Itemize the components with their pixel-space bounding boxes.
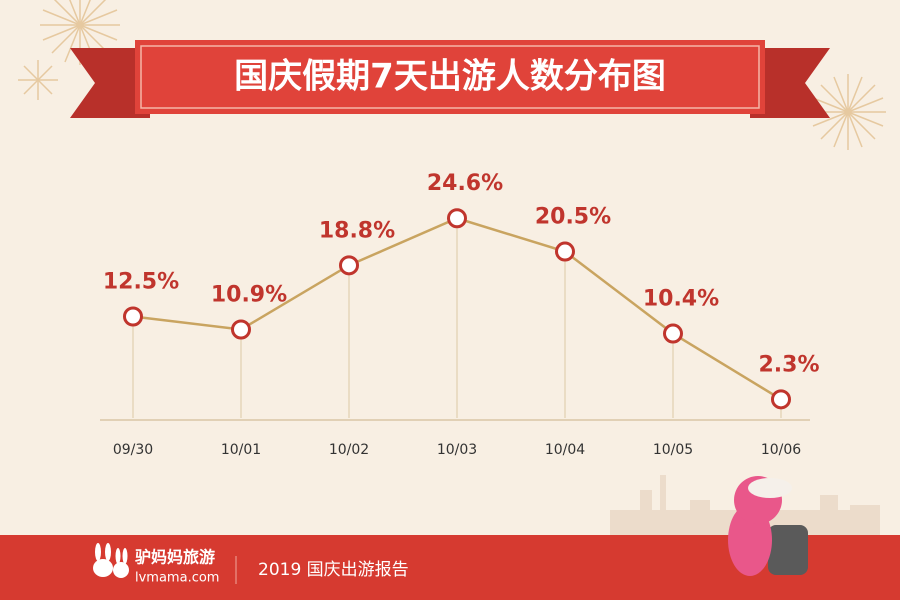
marker [231, 319, 251, 340]
marker [123, 306, 143, 327]
x-tick-label: 10/01 [221, 442, 261, 458]
x-tick-label: 09/30 [113, 442, 153, 458]
value-label: 18.8% [319, 218, 395, 243]
value-label: 10.4% [643, 287, 719, 312]
value-label: 24.6% [427, 171, 503, 196]
value-label: 10.9% [211, 282, 287, 307]
report-title: 2019 国庆出游报告 [258, 560, 409, 580]
title-ribbon [135, 40, 765, 114]
marker [663, 323, 683, 344]
value-label: 2.3% [758, 352, 819, 377]
x-tick-label: 10/03 [437, 442, 477, 458]
fireworks [18, 0, 886, 150]
marker [555, 241, 575, 262]
brand-name: 驴妈妈旅游 [135, 548, 215, 567]
ribbon-tail [750, 48, 830, 118]
value-label: 20.5% [535, 205, 611, 230]
ribbon-border [140, 45, 760, 109]
x-tick-label: 10/04 [545, 442, 585, 458]
mascot [728, 476, 808, 576]
marker [447, 208, 467, 229]
chart-title: 国庆假期7天出游人数分布图 [234, 57, 666, 97]
marker [339, 255, 359, 276]
logo [93, 543, 129, 578]
x-tick-label: 10/02 [329, 442, 369, 458]
value-label: 12.5% [103, 270, 179, 295]
marker [771, 389, 791, 410]
x-tick-label: 10/06 [761, 442, 801, 458]
brand-domain: lvmama.com [135, 571, 219, 586]
x-tick-label: 10/05 [653, 442, 693, 458]
ribbon-tail [70, 48, 150, 118]
plot-area: 09/30 10/01 10/02 10/03 10/04 10/05 10/06 12.5%… [100, 171, 820, 458]
